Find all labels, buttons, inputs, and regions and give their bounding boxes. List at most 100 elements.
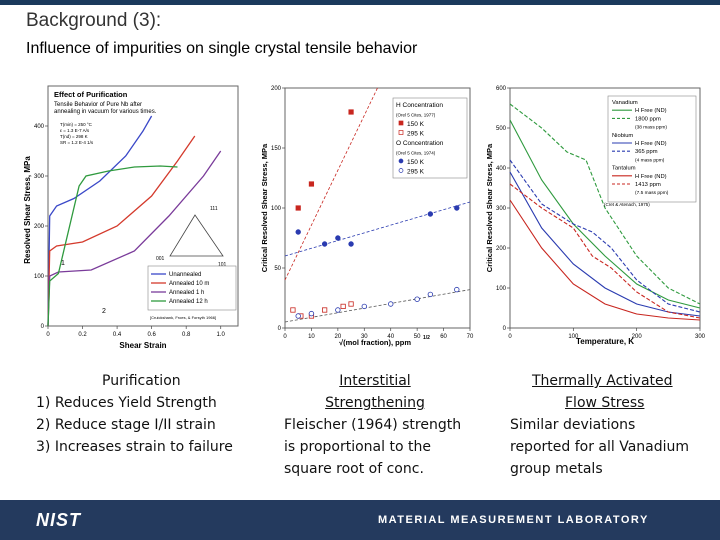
data-point [322,307,328,313]
data-point [427,291,434,298]
caption-line: Similar deviations [510,417,636,433]
caption-list-item: 3) Increases strain to failure [36,439,233,455]
caption-line: reported for all Vanadium [510,439,690,455]
slide-title: Background (3): [26,10,162,31]
data-point [295,229,301,235]
x-axis-label: Temperature, K [576,337,634,346]
x-tick-label: 20 [335,334,342,340]
x-tick-label: 0 [46,332,50,338]
y-tick-label: 400 [496,166,507,172]
x-tick-label: 1.0 [217,332,226,338]
data-point [454,286,460,293]
legend-label: O Concentration [396,140,444,147]
y-axis-label: Critical Resolved Shear Stress, MPa [485,143,494,272]
stereographic-triangle [169,214,224,257]
legend-box [147,265,237,311]
legend-label: H Free (ND) [635,174,667,180]
chart-note-line: Tensile Behavior of Pure Nb after [54,102,142,108]
legend-label: (Orel 5 Cites, 1977) [396,113,436,118]
legend-label: 295 K [407,169,425,176]
source-note: [Cruickshank, Froes, & Forsyth 1966] [150,315,216,320]
x-tick-label: 40 [387,334,394,340]
x-axis-label-superscript: 1/2 [423,335,430,341]
data-point [348,109,354,115]
y-tick-label: 150 [271,146,282,152]
legend: Vanadium H Free (ND) 1800 ppm (38 mass ppm)… [607,95,697,203]
x-tick-label: 50 [414,334,421,340]
data-point [340,303,346,309]
y-tick-label: 200 [34,224,45,230]
y-tick-label: 200 [496,246,507,252]
data-point [308,181,315,187]
x-axis-label: Shear Strain [119,341,166,350]
series-line [509,199,701,321]
caption-heading: Flow Stress [565,395,645,411]
caption-heading: Interstitial [339,373,411,389]
legend-label: H Free (ND) [635,108,667,114]
x-tick-label: 100 [568,334,579,340]
x-tick-label: 0.4 [113,332,122,338]
y-tick-label: 300 [496,206,507,212]
y-tick-label: 0 [41,324,45,330]
slide-subtitle: Influence of impurities on single crysta… [26,40,418,57]
y-tick-label: 50 [274,266,281,272]
legend-label: (Orel 5 Cites, 1974) [396,151,436,156]
caption-heading: Strengthening [325,395,425,411]
legend-label: Niobium [612,133,633,139]
top-accent-bar [0,0,720,5]
caption-list-item: 2) Reduce stage I/II strain [36,417,216,433]
series-line [47,115,153,327]
series-line [47,150,222,327]
data-point [295,205,301,211]
series-line [47,165,178,327]
caption-heading: Purification [102,373,181,389]
data-point [295,313,301,319]
interstitial-chart: 0 10 20 30 40 50 60 70 0 50 100 150 200 H Concentrat… [260,86,474,347]
series-line [509,183,701,319]
legend-label: H Concentration [396,102,443,109]
data-point [290,307,296,313]
data-point [348,241,354,247]
legend-label: 365 ppm [635,149,658,155]
data-point [427,211,434,217]
x-tick-label: 30 [361,334,368,340]
annotation-label: 1 [61,260,65,267]
legend-label: Tantalum [612,166,636,172]
y-tick-label: 500 [496,126,507,132]
chart-note-line: annealing in vacuum for various times. [54,109,157,115]
y-tick-label: 200 [271,86,282,92]
caption-line: group metals [510,461,603,477]
annotation-label: 2 [102,308,106,315]
x-tick-label: 0 [508,334,512,340]
legend: Unannealed Annealed 10 m Annealed 1 h Annea… [147,265,237,311]
legend-label: Unannealed [169,272,201,278]
legend-label: Annealed 1 h [169,290,204,296]
fit-line [284,289,471,323]
triangle-label: 101 [218,262,227,268]
caption-heading: Thermally Activated [532,373,673,389]
source-note: (Cret & Atenach, 1975) [604,202,650,207]
legend-marker [398,120,404,126]
y-tick-label: 0 [503,326,507,332]
temperature-chart: 0 100 200 300 0 100 200 300 400 500 600 Vanadium H … [485,86,706,346]
triangle-label: 001 [156,256,165,262]
y-tick-label: 600 [496,86,507,92]
condition-text: SR = 1.2 E-4 1/s [60,140,94,145]
data-point [414,296,420,302]
data-point [388,301,394,307]
legend: H Concentration (Orel 5 Cites, 1977) 150 K… [392,97,468,179]
data-point [321,241,328,247]
triangle-label: 111 [210,206,218,212]
y-tick-label: 100 [496,286,507,292]
data-point [348,301,354,307]
caption-interstitial: Interstitial Strengthening Fleischer (19… [280,370,470,480]
y-tick-label: 100 [34,274,45,280]
condition-text: T(min) = 250 °C [60,122,93,127]
legend-label: Annealed 10 m [169,281,209,287]
legend-label: 295 K [407,131,425,138]
y-tick-label: 0 [278,326,282,332]
series-line [509,119,701,309]
x-tick-label: 0.8 [182,332,191,338]
x-axis-label: √(mol fraction), ppm [339,338,411,347]
legend-label: Annealed 12 h [169,299,208,305]
